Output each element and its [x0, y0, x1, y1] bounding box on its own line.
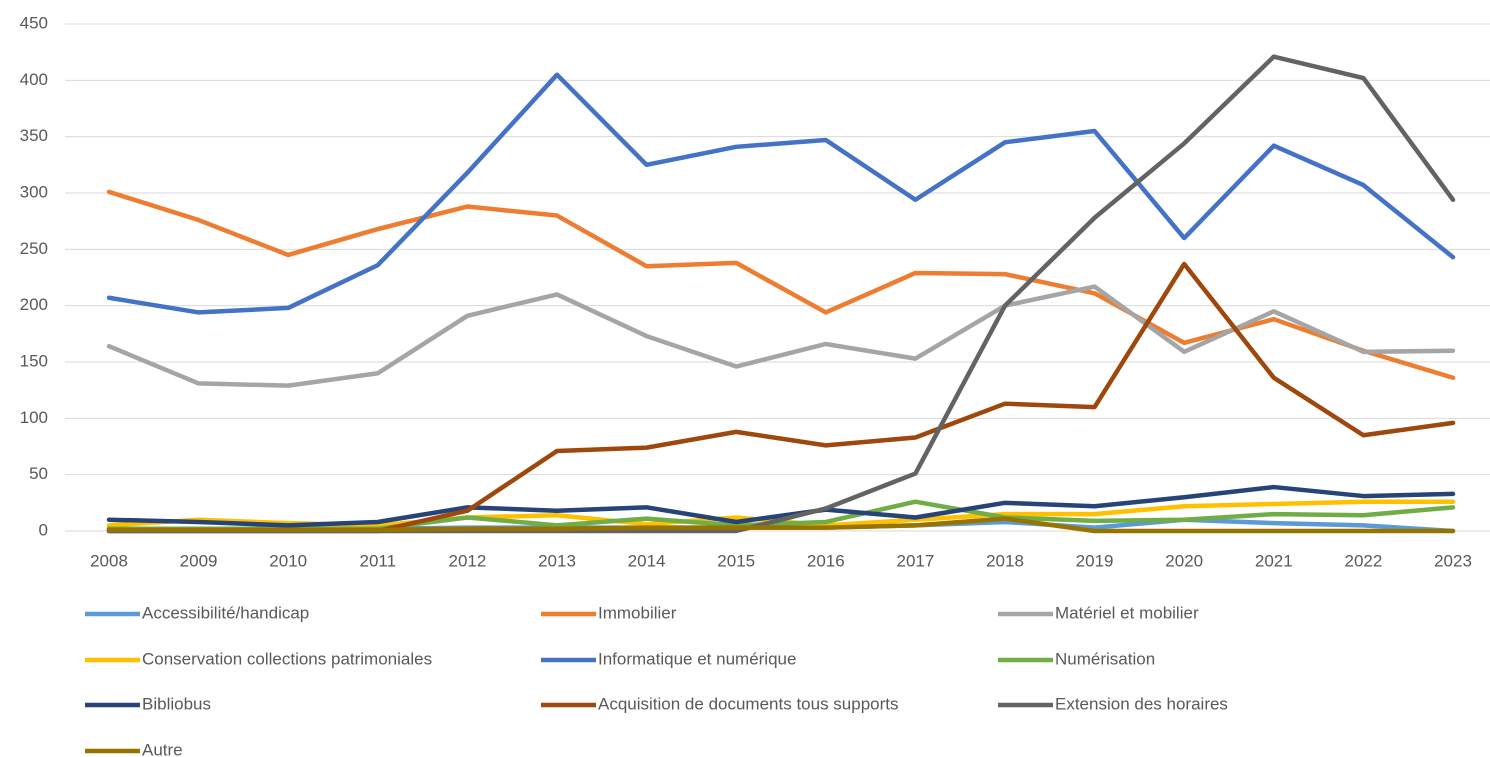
legend-label: Bibliobus: [142, 694, 211, 713]
legend-label: Numérisation: [1055, 649, 1155, 668]
x-tick-label: 2008: [90, 551, 128, 570]
x-tick-label: 2012: [448, 551, 486, 570]
series-line: [106, 54, 1456, 534]
x-tick-label: 2020: [1165, 551, 1203, 570]
y-tick-label: 250: [20, 239, 48, 258]
series-line: [106, 72, 1456, 315]
legend-label: Informatique et numérique: [598, 649, 796, 668]
series-line: [106, 484, 1456, 528]
legend-label: Acquisition de documents tous supports: [598, 694, 899, 713]
y-tick-label: 150: [20, 351, 48, 370]
x-tick-label: 2011: [360, 551, 397, 570]
legend-label: Conservation collections patrimoniales: [142, 649, 432, 668]
series-line: [106, 284, 1456, 388]
x-tick-label: 2013: [538, 551, 576, 570]
legend-label: Immobilier: [598, 603, 677, 622]
x-tick-label: 2019: [1076, 551, 1114, 570]
y-tick-label: 400: [20, 70, 48, 89]
x-tick-label: 2022: [1344, 551, 1382, 570]
x-tick-label: 2017: [896, 551, 934, 570]
x-tick-label: 2015: [717, 551, 755, 570]
x-tick-label: 2014: [628, 551, 666, 570]
x-tick-label: 2018: [986, 551, 1024, 570]
legend-label: Matériel et mobilier: [1055, 603, 1199, 622]
y-tick-label: 200: [20, 295, 48, 314]
y-tick-label: 50: [29, 464, 48, 483]
y-tick-label: 300: [20, 182, 48, 201]
x-tick-label: 2016: [807, 551, 845, 570]
y-tick-label: 100: [20, 408, 48, 427]
y-tick-label: 0: [39, 520, 48, 539]
series-line: [106, 516, 1456, 534]
y-tick-label: 350: [20, 126, 48, 145]
y-tick-label: 450: [20, 13, 48, 32]
legend-label: Accessibilité/handicap: [142, 603, 309, 622]
x-tick-label: 2009: [180, 551, 218, 570]
x-tick-label: 2010: [269, 551, 307, 570]
x-tick-label: 2021: [1255, 551, 1293, 570]
legend-label: Autre: [142, 740, 183, 757]
x-tick-label: 2023: [1434, 551, 1472, 570]
legend-label: Extension des horaires: [1055, 694, 1228, 713]
